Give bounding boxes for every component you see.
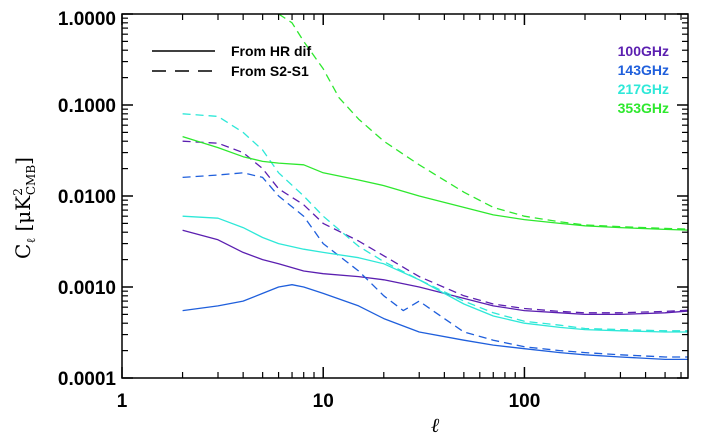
y-tick-label: 0.0001 <box>58 369 117 390</box>
frequency-label: 143GHz <box>618 62 669 78</box>
series-line-353GHz-s2-s1 <box>278 14 688 230</box>
frequency-label: 100GHz <box>618 43 669 59</box>
x-axis-title: ℓ <box>431 413 440 437</box>
plot-frame <box>121 13 689 379</box>
legend-label: From S2-S1 <box>231 63 309 79</box>
series-line-100GHz-hr-dif <box>182 229 688 316</box>
y-tick-label: 0.0010 <box>58 278 116 299</box>
series-layer <box>182 14 688 361</box>
legend: From HR dif From S2-S1 <box>152 43 311 79</box>
series-line-353GHz-hr-dif <box>182 135 688 231</box>
y-tick-label: 1.0000 <box>58 9 116 30</box>
series-line-143GHz-hr-dif <box>182 284 688 361</box>
x-tick-label: 10 <box>313 391 334 412</box>
series-line-217GHz-hr-dif <box>182 215 688 333</box>
frequency-label: 353GHz <box>618 100 669 116</box>
y-axis-label: Cℓ [μK2CMB] <box>11 157 38 259</box>
series-line-217GHz-s2-s1 <box>182 113 688 332</box>
x-tick-label: 100 <box>509 391 541 412</box>
frequency-label: 217GHz <box>618 81 669 97</box>
y-tick-label: 0.1000 <box>58 96 116 117</box>
series-line-143GHz-s2-s1 <box>182 172 688 358</box>
x-tick-label: 1 <box>117 391 128 412</box>
y-tick-label: 0.0100 <box>58 187 116 208</box>
legend-label: From HR dif <box>231 43 311 59</box>
y-axis-title: Cℓ [μK2CMB] <box>11 157 38 259</box>
frequency-labels: 100GHz 143GHz 217GHz 353GHz <box>618 43 669 116</box>
series-line-100GHz-s2-s1 <box>182 140 688 314</box>
